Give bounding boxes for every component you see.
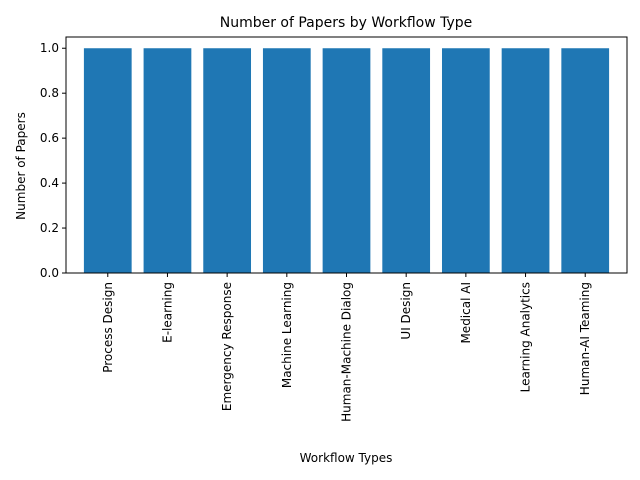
bar-2 — [203, 48, 252, 273]
x-tick-label-6: Medical AI — [459, 282, 473, 344]
x-tick-label-4: Human-Machine Dialog — [340, 282, 354, 422]
bar-6 — [441, 48, 490, 273]
bar-1 — [143, 48, 192, 273]
y-tick-label-0: 0.0 — [40, 266, 59, 280]
chart-title: Number of Papers by Workflow Type — [220, 15, 473, 31]
bar-5 — [382, 48, 431, 273]
y-axis-label: Number of Papers — [14, 112, 28, 220]
bars-group — [83, 48, 610, 273]
x-tick-label-0: Process Design — [101, 282, 115, 373]
y-tick-label-2: 0.4 — [40, 176, 59, 190]
x-tick-label-1: E-learning — [160, 282, 174, 343]
bar-8 — [561, 48, 610, 273]
bar-0 — [83, 48, 132, 273]
bar-3 — [262, 48, 311, 273]
x-tick-label-5: UI Design — [399, 282, 413, 340]
x-axis: Process Design E-learning Emergency Respon… — [101, 273, 592, 422]
x-tick-label-8: Human-AI Teaming — [578, 282, 592, 395]
x-axis-label: Workflow Types — [300, 451, 393, 465]
y-tick-label-3: 0.6 — [40, 131, 59, 145]
bar-7 — [501, 48, 550, 273]
bar-4 — [322, 48, 371, 273]
y-tick-label-4: 0.8 — [40, 86, 59, 100]
x-tick-label-7: Learning Analytics — [519, 282, 533, 392]
x-tick-label-3: Machine Learning — [280, 282, 294, 388]
y-tick-label-1: 0.2 — [40, 221, 59, 235]
y-axis: 0.0 0.2 0.4 0.6 0.8 1.0 — [40, 41, 66, 280]
y-tick-label-5: 1.0 — [40, 41, 59, 55]
x-tick-label-2: Emergency Response — [220, 282, 234, 411]
plot-frame — [65, 36, 628, 274]
